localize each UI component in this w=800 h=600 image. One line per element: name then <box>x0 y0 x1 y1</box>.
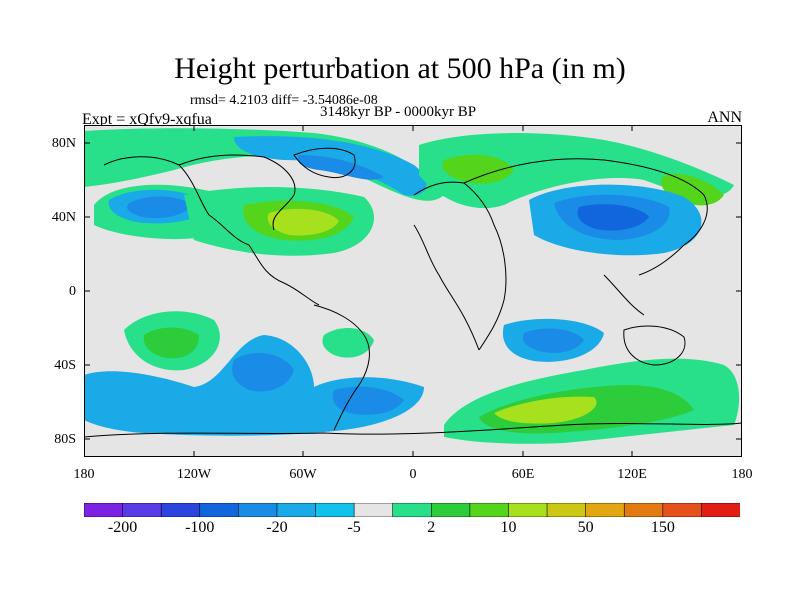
colorbar-swatch <box>276 503 317 517</box>
colorbar-label: -20 <box>266 519 288 536</box>
colorbar-swatch <box>84 503 124 517</box>
colorbar-swatch <box>508 503 548 517</box>
colorbar-swatch <box>623 503 664 517</box>
map-panel <box>84 125 742 457</box>
lon-label: 0 <box>409 467 417 482</box>
season-label: ANN <box>707 109 742 126</box>
anomaly-region <box>577 204 649 231</box>
colorbar-swatch <box>546 503 587 517</box>
lon-label: 120E <box>617 467 647 482</box>
colorbar-label: 2 <box>427 519 436 536</box>
lon-label: 180 <box>731 467 753 482</box>
lat-label: 80S <box>54 432 76 447</box>
anomaly-region <box>522 328 584 353</box>
colorbar-swatch <box>585 503 626 517</box>
colorbar-swatch <box>392 503 433 517</box>
period-label: 3148kyr BP - 0000kyr BP <box>320 104 477 120</box>
colorbar-swatch <box>315 503 355 517</box>
contour-map <box>84 125 742 457</box>
colorbar-swatch <box>160 503 201 517</box>
colorbar <box>84 503 740 517</box>
lat-label: 40N <box>51 210 76 225</box>
anomaly-region <box>232 352 294 392</box>
colorbar-label: 50 <box>577 519 594 536</box>
lon-label: 60W <box>289 467 317 482</box>
lat-label: 40S <box>54 358 76 373</box>
colorbar-swatch <box>122 503 162 517</box>
colorbar-swatch <box>469 503 510 517</box>
anomaly-region <box>494 396 597 424</box>
colorbar-label: -200 <box>107 519 138 536</box>
colorbar-label: -5 <box>347 519 361 536</box>
colorbar-label: 10 <box>500 519 517 536</box>
map-title: Height perturbation at 500 hPa (in m) <box>174 52 626 85</box>
colorbar-swatch <box>662 503 703 517</box>
colorbar-swatch <box>199 503 240 517</box>
colorbar-swatch <box>353 503 394 517</box>
anomaly-region <box>267 208 339 236</box>
anomaly-region <box>322 328 374 358</box>
colorbar-label: 150 <box>650 519 675 536</box>
lon-label: 180 <box>73 467 95 482</box>
colorbar-label: -100 <box>185 519 215 536</box>
colorbar-swatch <box>701 503 740 517</box>
stats-text: rmsd= 4.2103 diff= -3.54086e-08 <box>190 93 378 108</box>
anomaly-region <box>143 327 199 359</box>
axis-ticks <box>84 125 742 457</box>
experiment-label: Expt = xQfv9-xqfua <box>82 111 212 128</box>
lat-label: 0 <box>69 284 76 299</box>
anomaly-region <box>419 133 734 209</box>
colorbar-swatch <box>430 503 471 517</box>
anomaly-region <box>332 386 404 415</box>
anomaly-region <box>234 136 427 196</box>
lat-label: 80N <box>51 136 76 151</box>
anomaly-region <box>127 196 192 219</box>
lon-label: 120W <box>176 467 212 482</box>
colorbar-swatch <box>238 503 278 517</box>
lon-label: 60E <box>511 467 535 482</box>
coastlines <box>84 147 742 438</box>
anomaly-region <box>442 154 514 184</box>
anomaly-region <box>297 155 384 180</box>
